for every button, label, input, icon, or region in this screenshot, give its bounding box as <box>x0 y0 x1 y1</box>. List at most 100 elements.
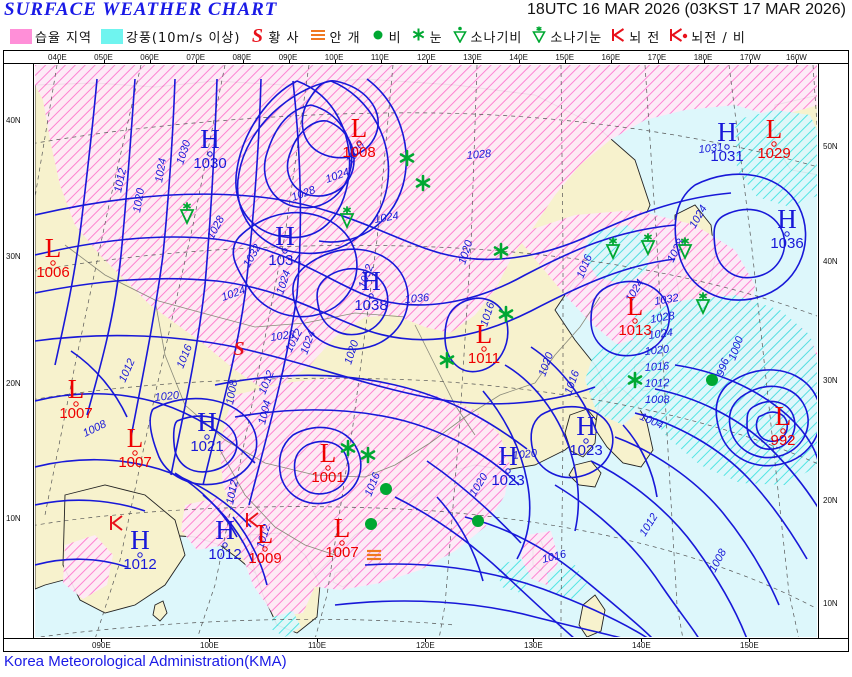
isobar-label: 1012 <box>112 167 129 193</box>
snow-star-icon <box>360 446 376 464</box>
wind-region-bengal <box>271 611 301 637</box>
rain-shower-icon <box>452 26 468 46</box>
lat-tick-label: 10N <box>823 599 838 608</box>
pressure-center-letter: H <box>717 117 737 147</box>
lon-tick-label: 170W <box>739 53 761 62</box>
axis-tick <box>533 639 534 642</box>
axis-tick <box>611 60 613 63</box>
lon-tick-label: 080E <box>232 53 252 62</box>
pressure-center-value: 1007 <box>59 405 92 422</box>
isobar-labels-layer: 1030 1012 1024 1020 1028 1032 1024 1020 … <box>81 138 746 574</box>
lat-tick-label: 20N <box>823 496 838 505</box>
axis-tick <box>795 60 797 63</box>
axis-tick <box>288 60 290 63</box>
pressure-center-dot <box>137 552 143 558</box>
isobar-layer <box>54 78 302 506</box>
axis-tick <box>641 639 642 642</box>
pressure-center-dot <box>780 428 786 434</box>
pressure-center-value: 1008 <box>342 144 375 161</box>
pressure-center-value: 1038 <box>354 297 387 314</box>
legend-label: 뇌 전 <box>629 30 661 46</box>
legend-label: 황 사 <box>268 30 300 46</box>
legend-item-fog: 안 개 <box>309 27 361 46</box>
legend-label: 비 <box>388 30 402 46</box>
legend-item-thunder-rain: 뇌전 / 비 <box>669 27 746 46</box>
axis-tick <box>380 60 382 63</box>
lon-tick-label: 120E <box>416 641 435 650</box>
lat-tick-label: 10N <box>6 514 21 523</box>
pressure-center-letter: H <box>130 525 150 555</box>
isobar-layer-low <box>278 79 817 505</box>
wind-region-south-china-sea <box>497 559 531 593</box>
pressure-center-letter: L <box>766 114 783 144</box>
lon-tick-label: 130E <box>524 641 543 650</box>
lon-tick-label: 150E <box>740 641 759 650</box>
pressure-center-letter: H <box>215 515 235 545</box>
pressure-center-letter: L <box>775 401 792 431</box>
snow-star-icon <box>439 351 455 369</box>
pressure-center-dot <box>132 450 138 456</box>
chart-header: SURFACE WEATHER CHART 18UTC 16 MAR 2026 … <box>0 0 852 22</box>
legend-item-snow: 눈 <box>411 27 443 46</box>
lon-tick-label: 130E <box>463 53 482 62</box>
thunder-icon <box>110 515 123 531</box>
isobar-label: 1008 <box>645 394 670 406</box>
isobar-label: 1036 <box>404 292 430 306</box>
humid-region-north <box>35 65 817 387</box>
pressure-center-dot <box>632 318 638 324</box>
humid-region-indochina <box>240 507 320 617</box>
pressure-center-value: 1012 <box>123 556 156 573</box>
lon-tick-label: 120E <box>417 53 436 62</box>
isobar-layer-japan <box>436 346 658 582</box>
snow-star-icon <box>627 371 643 389</box>
legend-label: 소나기비 <box>470 30 523 46</box>
lon-tick-label: 110E <box>370 53 389 62</box>
snow-star-icon <box>498 305 514 323</box>
fog-lines-icon <box>367 549 381 561</box>
legend-label: 소나기눈 <box>550 30 603 46</box>
lon-tick-label: 160W <box>785 53 807 62</box>
pressure-center-letter: L <box>45 233 62 263</box>
lat-tick-label: 40N <box>823 257 838 266</box>
axis-tick <box>749 60 751 63</box>
weather-symbols-layer: S <box>110 149 718 561</box>
rain-dot-icon <box>380 483 392 495</box>
humid-region-burma <box>63 535 113 599</box>
legend-item-humid-area: 습율 지역 <box>10 27 92 46</box>
svg-text:S: S <box>233 338 244 360</box>
page-title: SURFACE WEATHER CHART <box>4 0 278 20</box>
legend-item-rain-shower: 소나기비 <box>452 26 523 46</box>
isobar-label: 1020 <box>154 389 180 404</box>
pressure-center-dot <box>784 231 790 237</box>
lon-tick-label: 110E <box>308 641 327 650</box>
pressure-center-dot <box>481 346 487 352</box>
snow-shower-icon <box>339 206 355 230</box>
axis-tick <box>209 639 210 642</box>
legend-label: 눈 <box>429 30 443 46</box>
isobar-label: 1032 <box>653 292 679 308</box>
pressure-center-dot <box>262 546 268 552</box>
snow-shower-icon <box>640 233 656 257</box>
pressure-center-value: 1036 <box>770 235 803 252</box>
rain-dot-icon <box>365 518 377 530</box>
isobar-label: 1028 <box>270 329 297 344</box>
isobar-label: 1020 <box>131 186 147 213</box>
pressure-center-value: 1007 <box>325 544 358 561</box>
country-borders-layer <box>64 244 601 556</box>
isobar-layer-southasia <box>35 350 268 586</box>
pressure-center-letter: L <box>257 519 274 549</box>
axis-tick <box>58 60 60 63</box>
isobar-label: 1024 <box>648 327 674 342</box>
legend-item-sandstorm: S 황 사 <box>249 26 300 46</box>
sandstorm-s-icon: S <box>233 338 244 360</box>
